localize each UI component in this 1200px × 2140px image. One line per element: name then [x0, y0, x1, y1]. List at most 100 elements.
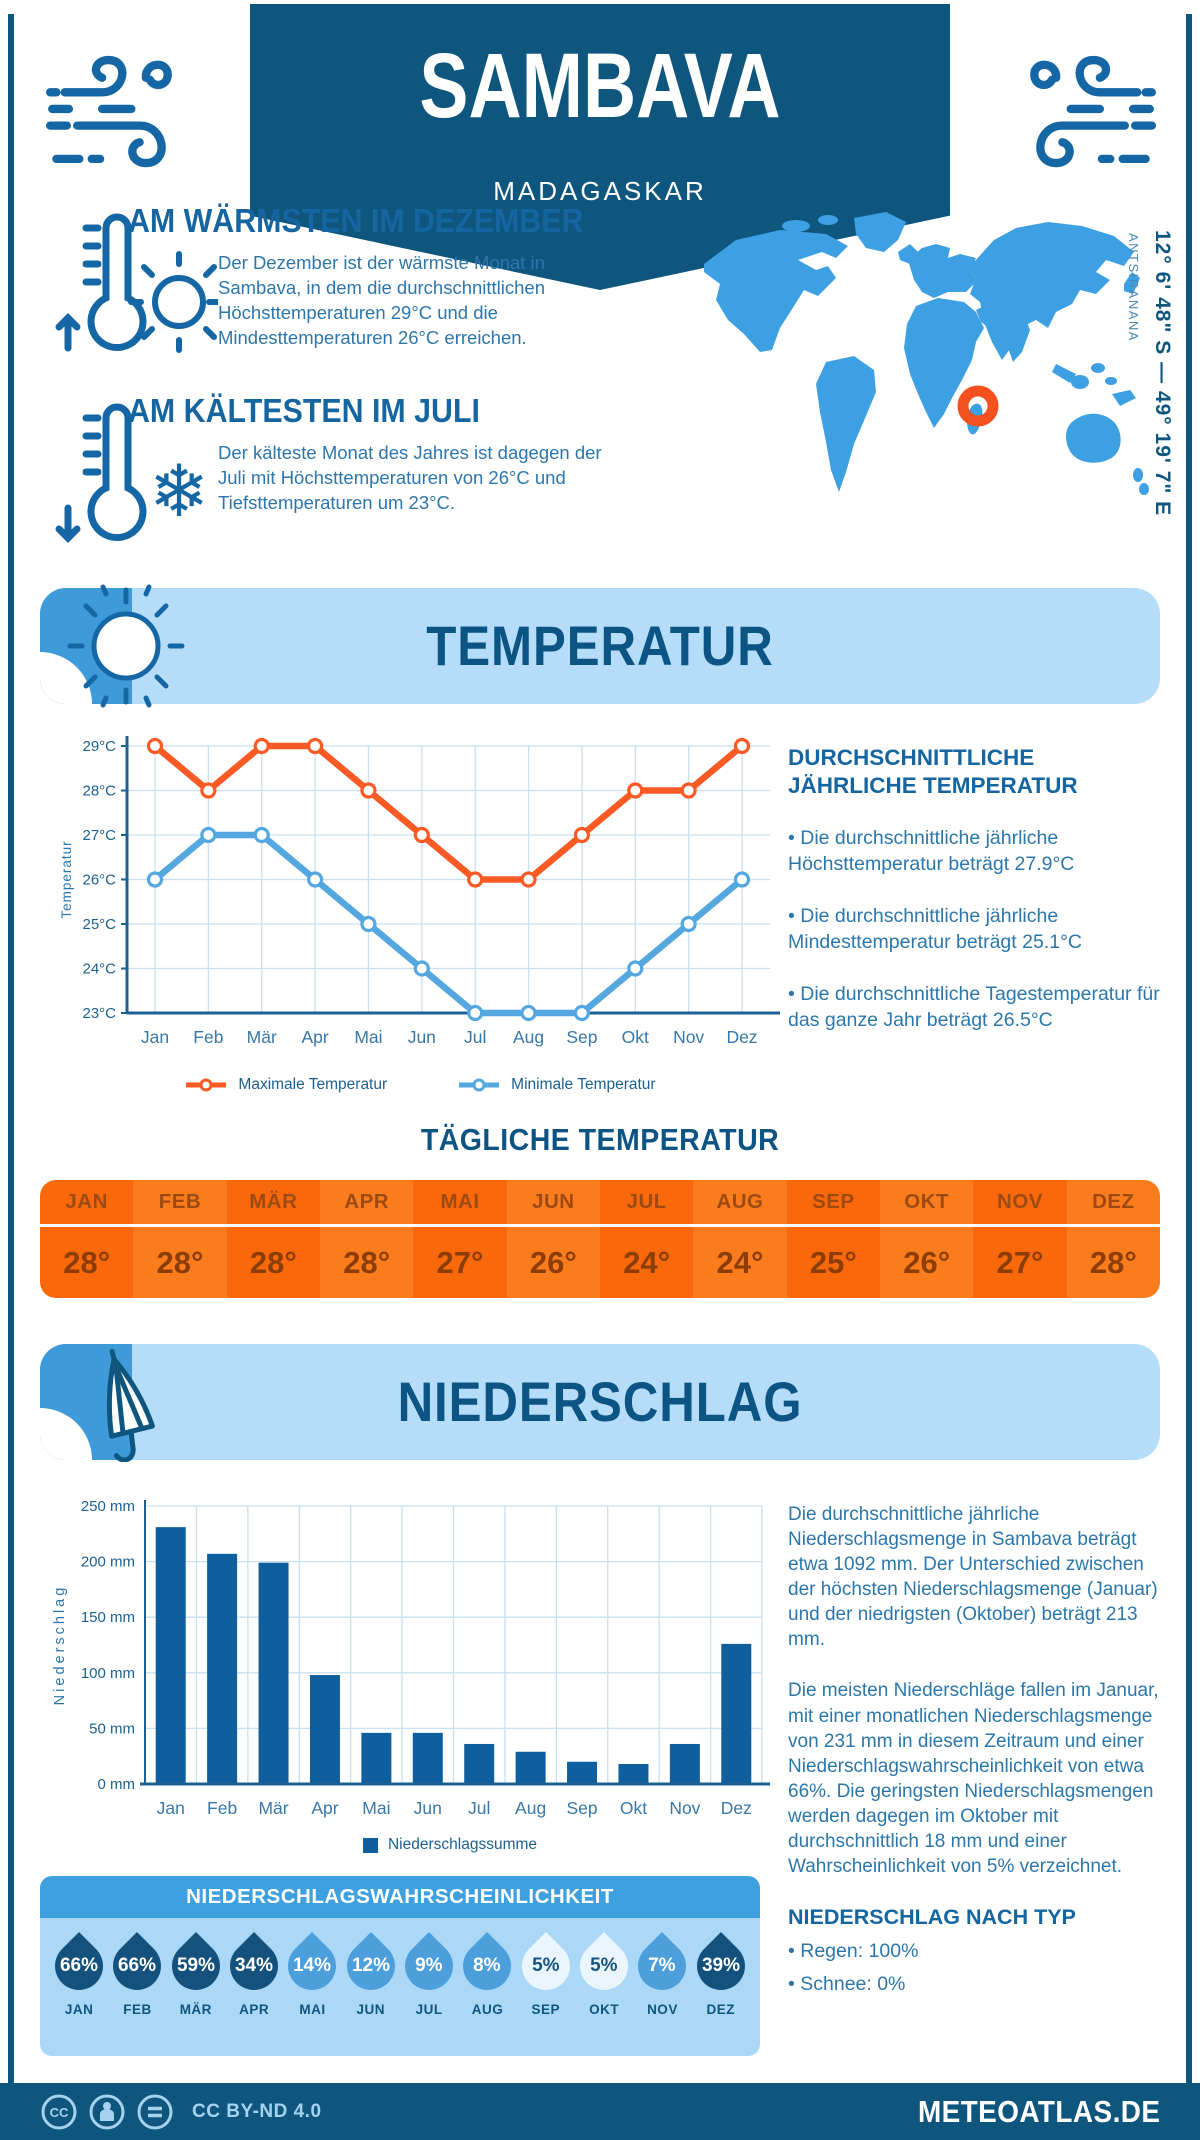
droplet-slot: 59% MÄR [161, 1918, 230, 2056]
raindrop-icon: 39% [686, 1932, 755, 2000]
location-marker [957, 385, 999, 427]
svg-text:28°C: 28°C [82, 783, 116, 800]
droplet-slot: 12% JUN [336, 1918, 405, 2056]
droplet-slot: 7% NOV [628, 1918, 697, 2056]
annual-temperature-heading: DURCHSCHNITTLICHE JÄHRLICHE TEMPERATUR [788, 745, 1078, 799]
precipitation-paragraph: Die durchschnittliche jährliche Niedersc… [788, 1504, 1158, 1651]
city-title: SAMBAVA [419, 35, 781, 137]
droplet-slot: 14% MAI [278, 1918, 347, 2056]
legend-label: Maximale Temperatur [238, 1076, 388, 1093]
probability-panel-title: NIEDERSCHLAGSWAHRSCHEINLICHKEIT [40, 1876, 760, 1918]
precipitation-section-title: NIEDERSCHLAG [397, 1370, 803, 1433]
svg-text:Okt: Okt [622, 1027, 649, 1047]
svg-text:Jan: Jan [141, 1027, 169, 1047]
table-month-header: FEB [133, 1180, 227, 1224]
svg-text:Mai: Mai [354, 1027, 382, 1047]
precipitation-type-bullet: • Regen: 100% [788, 1940, 919, 1963]
temperature-line-chart: 23°C 24°C 25°C 26°C 27°C 28°C 29°C Jan Feb Mär Apr… [59, 736, 780, 1047]
droplet-percentage: 39% [701, 1955, 740, 1976]
table-month-header: MÄR [226, 1180, 320, 1224]
droplet-percentage: 14% [293, 1955, 332, 1976]
precipitation-probability-panel: NIEDERSCHLAGSWAHRSCHEINLICHKEIT 66% JAN 66… [40, 1876, 760, 2056]
world-map [704, 212, 1149, 495]
raindrop-icon: 14% [278, 1932, 347, 2000]
country-subtitle: MADAGASKAR [493, 176, 707, 206]
droplet-month-label: FEB [123, 2002, 152, 2017]
droplet-month-label: JUN [356, 2002, 386, 2017]
svg-text:150 mm: 150 mm [81, 1609, 135, 1626]
droplet-month-label: DEZ [706, 2002, 736, 2017]
droplet-percentage: 34% [235, 1955, 274, 1976]
raindrop-icon: 5% [511, 1932, 580, 2000]
svg-text:Feb: Feb [207, 1798, 237, 1818]
svg-text:250 mm: 250 mm [81, 1498, 135, 1515]
precipitation-chart-legend: Niederschlagssumme [140, 1836, 760, 1854]
droplet-slot: 5% OKT [570, 1918, 639, 2056]
droplet-percentage: 8% [473, 1955, 502, 1976]
precipitation-bar-chart: 0 mm 50 mm 100 mm 150 mm 200 mm 250 mm Jan Feb M… [52, 1498, 770, 1818]
precipitation-type-bullet: • Schnee: 0% [788, 1973, 906, 1996]
raindrop-icon: 34% [220, 1932, 289, 2000]
table-temperature-value: 25° [786, 1224, 880, 1298]
droplet-month-label: NOV [647, 2002, 678, 2017]
svg-text:Sep: Sep [566, 1798, 597, 1818]
annual-bullet: • Die durchschnittliche jährliche Höchst… [788, 827, 1075, 876]
svg-text:Dez: Dez [721, 1798, 752, 1818]
droplet-slot: 66% JAN [45, 1918, 114, 2056]
svg-text:Dez: Dez [726, 1027, 757, 1047]
probability-droplets: 66% JAN 66% FEB 59% MÄR 34% APR 14% MAI 12% JUN 9% JU… [40, 1918, 760, 2056]
svg-text:200 mm: 200 mm [81, 1554, 135, 1571]
svg-text:Okt: Okt [620, 1798, 647, 1818]
table-month-header: JUL [600, 1180, 694, 1224]
svg-text:CC: CC [50, 2105, 69, 2120]
raindrop-icon: 59% [161, 1932, 230, 2000]
legend-square-marker [362, 1837, 378, 1853]
table-temperature-value: 24° [693, 1224, 787, 1298]
sun-icon [67, 584, 185, 708]
table-month-header: JAN [40, 1180, 134, 1224]
thermometer-warm-icon [55, 213, 218, 353]
droplet-percentage: 66% [118, 1955, 157, 1976]
legend-item: Minimale Temperatur [457, 1076, 656, 1094]
table-temperature-value: 26° [880, 1224, 974, 1298]
table-temperature-value: 28° [133, 1224, 227, 1298]
droplet-slot: 34% APR [220, 1918, 289, 2056]
svg-text:Apr: Apr [301, 1027, 328, 1047]
raindrop-icon: 8% [453, 1932, 522, 2000]
droplet-month-label: MAI [299, 2002, 326, 2017]
droplet-slot: 8% AUG [453, 1918, 522, 2056]
daily-temperature-table: JAN FEB MÄR APR MAI JUN JUL AUG SEP OKT NOV DEZ 28° 2… [40, 1180, 1160, 1298]
svg-text:0 mm: 0 mm [98, 1776, 136, 1793]
table-month-header: APR [320, 1180, 414, 1224]
droplet-month-label: OKT [589, 2002, 620, 2017]
svg-text:27°C: 27°C [82, 827, 116, 844]
coordinates-label: 12° 6' 48" S — 49° 19' 7" E [1151, 230, 1174, 517]
thermometer-cold-icon: ❄ [55, 403, 209, 543]
table-temperature-value: 26° [506, 1224, 600, 1298]
svg-text:Aug: Aug [513, 1027, 544, 1047]
svg-text:Mär: Mär [258, 1798, 288, 1818]
daily-temperature-title: TÄGLICHE TEMPERATUR [420, 1122, 780, 1157]
svg-text:Mai: Mai [362, 1798, 390, 1818]
table-month-header: OKT [880, 1180, 974, 1224]
warmest-text: Der Dezember ist der wärmste Monat in Sa… [218, 252, 546, 349]
precipitation-paragraphs: Die durchschnittliche jährliche Niedersc… [788, 1502, 1164, 1879]
svg-text:Jan: Jan [157, 1798, 185, 1818]
droplet-month-label: AUG [471, 2002, 504, 2017]
svg-text:Jul: Jul [468, 1798, 490, 1818]
table-temperature-value: 27° [973, 1224, 1067, 1298]
droplet-slot: 66% FEB [103, 1918, 172, 2056]
table-temperature-value: 28° [226, 1224, 320, 1298]
attribution-icon [89, 2094, 125, 2129]
table-month-header: JUN [506, 1180, 600, 1224]
table-temperature-value: 24° [600, 1224, 694, 1298]
droplet-slot: 39% DEZ [686, 1918, 755, 2056]
droplet-month-label: JAN [64, 2002, 94, 2017]
svg-text:29°C: 29°C [82, 738, 116, 755]
region-label: ANTSIRANANA [1126, 233, 1141, 342]
legend-item: Niederschlagssumme [362, 1836, 537, 1854]
droplet-percentage: 7% [648, 1955, 677, 1976]
table-month-header: MAI [413, 1180, 507, 1224]
raindrop-icon: 12% [336, 1932, 405, 2000]
